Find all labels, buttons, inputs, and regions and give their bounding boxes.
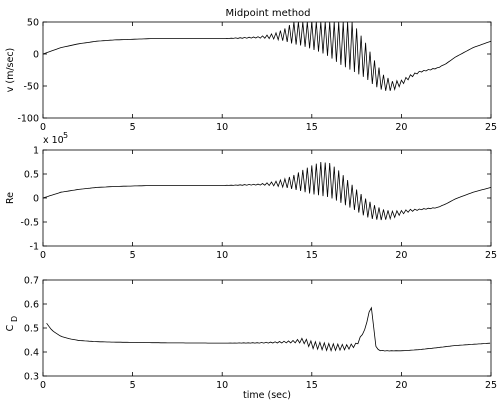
panel-drag-coefficient: 0 5 10 15 20 25 0.3 0.4 0.5 0.6 0.7 C D time (sec)	[5, 276, 497, 402]
x-axis-label: time (sec)	[243, 390, 291, 401]
x-tick-label: 10	[216, 250, 228, 261]
x-tick-label: 5	[130, 250, 136, 261]
x-tick-label: 5	[130, 380, 136, 391]
x-tick-label: 10	[216, 122, 228, 133]
y-tick-label: 0	[33, 194, 39, 205]
y-tick-label: 1	[33, 146, 39, 157]
x-tick-label: 20	[395, 250, 407, 261]
x-tick-label: 0	[40, 122, 46, 133]
y-tick-label: -0.5	[20, 218, 39, 229]
y-tick-label: 0.6	[24, 300, 39, 311]
y-axis-label-3: C D	[5, 316, 19, 331]
panel-reynolds: x 10 5 0 5 10 15 20 25 -1 -0.5 0 0.5 1 Re	[5, 131, 497, 261]
y-tick-label: 0.3	[24, 372, 39, 383]
x-tick-label: 25	[485, 250, 497, 261]
y-tick-label: 0.5	[24, 170, 39, 181]
x-tick-label: 15	[306, 380, 318, 391]
y-tick-label: 0	[33, 50, 39, 61]
y-tick-label: 0.5	[24, 324, 39, 335]
y-axis-label-2: Re	[5, 192, 16, 204]
y-axis-label-3-main: C	[5, 324, 16, 331]
x-tick-label: 15	[306, 250, 318, 261]
y-tick-label: -50	[23, 82, 39, 93]
x-tick-label: 5	[130, 122, 136, 133]
plot-area-1	[42, 21, 492, 119]
drag-coefficient-line	[46, 306, 491, 353]
x-tick-label: 15	[306, 122, 318, 133]
plot-area-2	[42, 149, 492, 247]
y-axis-label-1: v (m/sec)	[5, 48, 16, 93]
x-tick-label: 20	[395, 380, 407, 391]
y-tick-label: 50	[27, 18, 39, 29]
y-tick-label: 0.7	[24, 276, 39, 287]
reynolds-line	[42, 161, 492, 221]
exponent-power: 5	[63, 131, 68, 140]
chart-title: Midpoint method	[225, 8, 310, 19]
exponent-label: x 10	[43, 135, 64, 146]
x-tick-label: 10	[216, 380, 228, 391]
velocity-line	[42, 21, 492, 91]
panel-velocity: Midpoint method 0 5 10 15 20 25 -100 -50 0 50 v (…	[5, 8, 497, 133]
x-tick-label: 20	[395, 122, 407, 133]
x-tick-label: 0	[40, 250, 46, 261]
y-tick-label: -1	[30, 242, 39, 253]
y-axis-label-3-sub: D	[10, 316, 19, 322]
x-tick-label: 25	[485, 380, 497, 391]
plot-area-3	[42, 279, 492, 377]
y-tick-label: 0.4	[24, 348, 39, 359]
x-tick-label: 0	[40, 380, 46, 391]
y-tick-label: -100	[17, 114, 39, 125]
x-tick-label: 25	[485, 122, 497, 133]
